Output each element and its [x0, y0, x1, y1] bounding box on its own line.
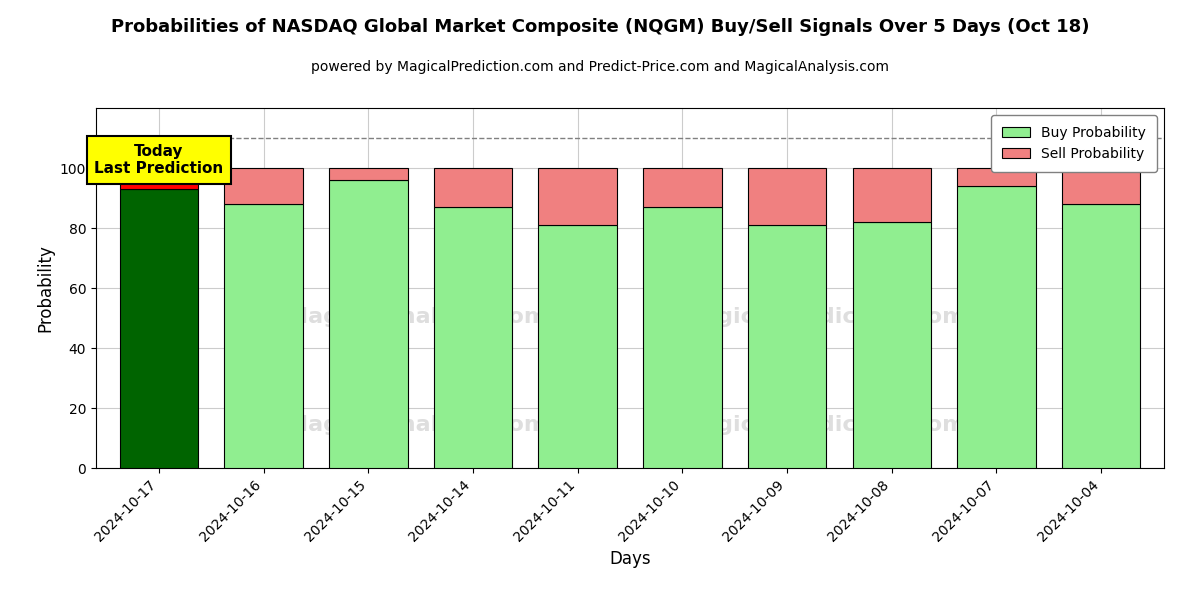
- Text: Today
Last Prediction: Today Last Prediction: [94, 144, 223, 176]
- Bar: [539, 168, 617, 225]
- Bar: [1062, 168, 1140, 204]
- Text: MagicalAnalysis.com: MagicalAnalysis.com: [286, 307, 547, 327]
- Bar: [748, 225, 827, 468]
- Bar: [748, 168, 827, 225]
- Text: Probabilities of NASDAQ Global Market Composite (NQGM) Buy/Sell Signals Over 5 D: Probabilities of NASDAQ Global Market Co…: [110, 18, 1090, 36]
- Bar: [224, 168, 302, 204]
- Bar: [958, 168, 1036, 186]
- Legend: Buy Probability, Sell Probability: Buy Probability, Sell Probability: [991, 115, 1157, 172]
- Text: MagicalPrediction.com: MagicalPrediction.com: [679, 415, 965, 435]
- Text: powered by MagicalPrediction.com and Predict-Price.com and MagicalAnalysis.com: powered by MagicalPrediction.com and Pre…: [311, 60, 889, 74]
- X-axis label: Days: Days: [610, 550, 650, 568]
- Bar: [958, 186, 1036, 468]
- Bar: [120, 189, 198, 468]
- Bar: [852, 222, 931, 468]
- Bar: [852, 168, 931, 222]
- Bar: [643, 168, 721, 207]
- Y-axis label: Probability: Probability: [36, 244, 54, 332]
- Bar: [329, 180, 408, 468]
- Text: MagicalPrediction.com: MagicalPrediction.com: [679, 307, 965, 327]
- Bar: [433, 168, 512, 207]
- Bar: [539, 225, 617, 468]
- Bar: [433, 207, 512, 468]
- Bar: [329, 168, 408, 180]
- Bar: [224, 204, 302, 468]
- Bar: [1062, 204, 1140, 468]
- Text: MagicalAnalysis.com: MagicalAnalysis.com: [286, 415, 547, 435]
- Bar: [643, 207, 721, 468]
- Bar: [120, 168, 198, 189]
